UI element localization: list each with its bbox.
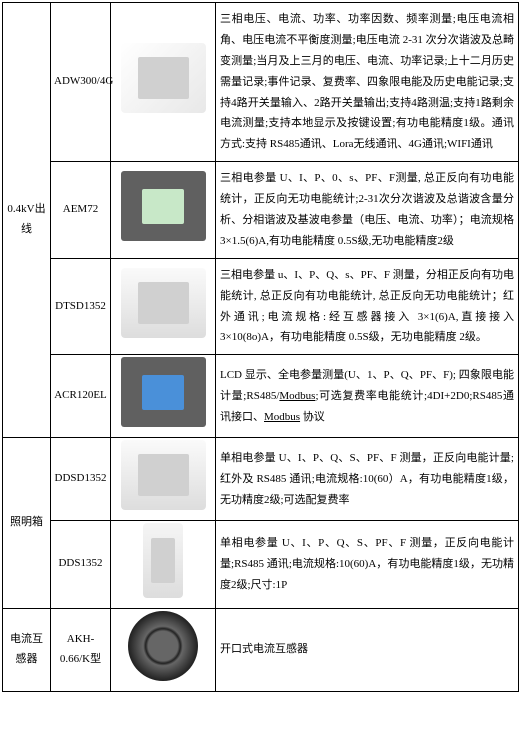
device-image-dds1352 xyxy=(143,523,183,598)
category-lighting: 照明箱 xyxy=(3,438,51,609)
desc-acr120el: LCD 显示、全电参量测量(U、1、P、Q、PF、F); 四象限电能计量;RS4… xyxy=(216,355,519,438)
device-image-adw300 xyxy=(121,43,206,113)
model-akh066k: AKH-0.66/K型 xyxy=(51,608,111,691)
device-spec-table: 0.4kV出线 ADW300/4G 三相电压、电流、功率、功率因数、频率测量;电… xyxy=(2,2,519,692)
image-cell xyxy=(111,3,216,162)
model-adw300: ADW300/4G xyxy=(51,3,111,162)
device-image-akh xyxy=(128,611,198,681)
model-ddsd1352: DDSD1352 xyxy=(51,438,111,521)
desc-ddsd1352: 单相电参量 U、I、P、Q、S、PF、F 测量，正反向电能计量;红外及 RS48… xyxy=(216,438,519,521)
table-row: 照明箱 DDSD1352 单相电参量 U、I、P、Q、S、PF、F 测量，正反向… xyxy=(3,438,519,521)
table-row: 电流互感器 AKH-0.66/K型 开口式电流互感器 xyxy=(3,608,519,691)
desc-dds1352: 单相电参量 U、I、P、Q、S、PF、F 测量，正反向电能计量;RS485 通讯… xyxy=(216,520,519,608)
table-row: DTSD1352 三相电参量 u、I、P、Q、s、PF、F 测量，分相正反向有功… xyxy=(3,258,519,355)
desc-akh: 开口式电流互感器 xyxy=(216,608,519,691)
device-image-aem72 xyxy=(121,171,206,241)
image-cell xyxy=(111,608,216,691)
desc-dtsd1352: 三相电参量 u、I、P、Q、s、PF、F 测量，分相正反向有功电能统计, 总正反… xyxy=(216,258,519,355)
model-dtsd1352: DTSD1352 xyxy=(51,258,111,355)
image-cell xyxy=(111,438,216,521)
desc-aem72: 三相电参量 U、I、P、0、s、PF、F测量, 总正反向有功电能统计，正反向无功… xyxy=(216,162,519,259)
image-cell xyxy=(111,520,216,608)
desc-adw300: 三相电压、电流、功率、功率因数、频率测量;电压电流相角、电压电流不平衡度测量;电… xyxy=(216,3,519,162)
device-image-ddsd1352 xyxy=(121,440,206,510)
category-outgoing: 0.4kV出线 xyxy=(3,3,51,438)
model-aem72: AEM72 xyxy=(51,162,111,259)
model-dds1352: DDS1352 xyxy=(51,520,111,608)
table-row: ACR120EL LCD 显示、全电参量测量(U、1、P、Q、PF、F); 四象… xyxy=(3,355,519,438)
device-image-dtsd1352 xyxy=(121,268,206,338)
image-cell xyxy=(111,258,216,355)
model-acr120el: ACR120EL xyxy=(51,355,111,438)
image-cell xyxy=(111,355,216,438)
table-row: AEM72 三相电参量 U、I、P、0、s、PF、F测量, 总正反向有功电能统计… xyxy=(3,162,519,259)
table-row: DDS1352 单相电参量 U、I、P、Q、S、PF、F 测量，正反向电能计量;… xyxy=(3,520,519,608)
device-image-acr120el xyxy=(121,357,206,427)
table-row: 0.4kV出线 ADW300/4G 三相电压、电流、功率、功率因数、频率测量;电… xyxy=(3,3,519,162)
image-cell xyxy=(111,162,216,259)
category-ct: 电流互感器 xyxy=(3,608,51,691)
